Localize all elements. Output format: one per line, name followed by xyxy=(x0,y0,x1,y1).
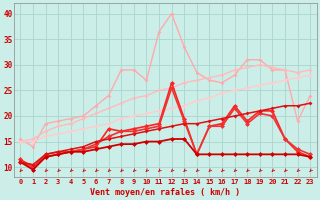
X-axis label: Vent moyen/en rafales ( km/h ): Vent moyen/en rafales ( km/h ) xyxy=(90,188,240,197)
